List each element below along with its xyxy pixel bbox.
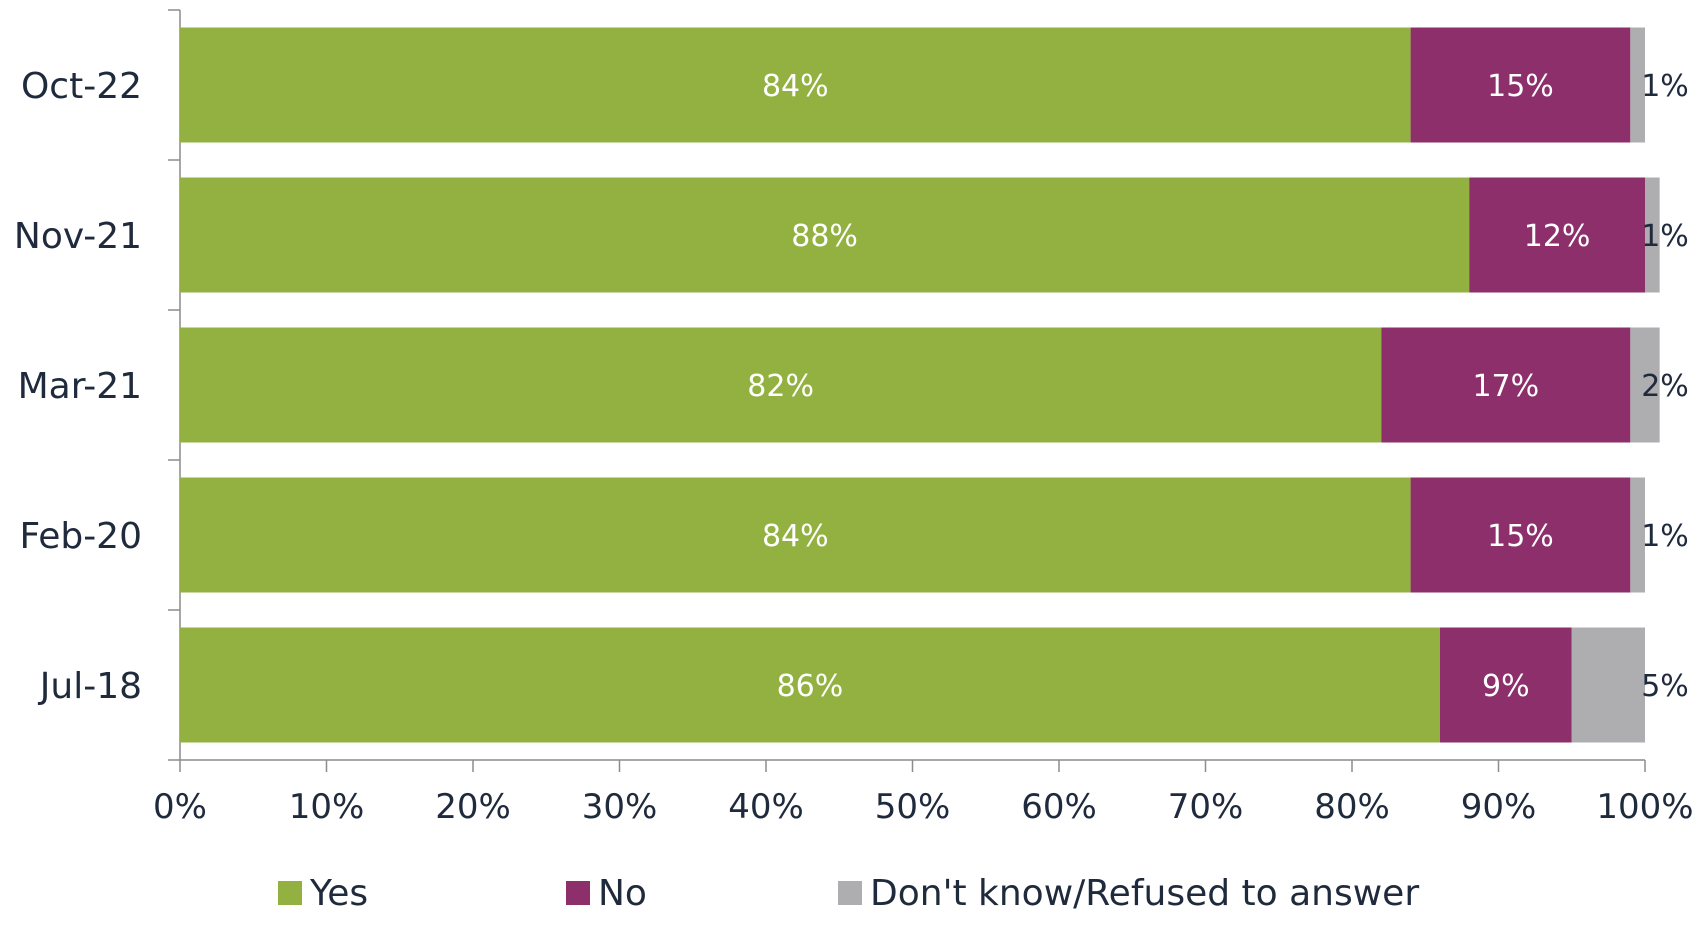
legend-swatch bbox=[838, 881, 862, 905]
data-label: 12% bbox=[1524, 219, 1591, 254]
data-label: 84% bbox=[762, 69, 829, 104]
legend-label: No bbox=[598, 873, 647, 914]
bar-segment bbox=[1630, 327, 1660, 443]
data-label: 86% bbox=[777, 669, 844, 704]
bar-segment bbox=[1439, 627, 1572, 743]
bar-segment bbox=[180, 627, 1440, 743]
bar-segment bbox=[1630, 477, 1645, 593]
data-label: 1% bbox=[1641, 219, 1689, 254]
legend-label: Yes bbox=[309, 873, 368, 914]
x-tick-label: 40% bbox=[728, 787, 804, 827]
data-label: 2% bbox=[1641, 369, 1689, 404]
x-tick-label: 60% bbox=[1021, 787, 1097, 827]
bar-segment bbox=[1469, 177, 1645, 293]
bar-segment bbox=[1630, 27, 1645, 143]
chart-labels: Oct-22 84% 15% 1% Nov-21 88% 12% 1% Mar-21 82% 17%… bbox=[14, 66, 1689, 707]
category-label: Nov-21 bbox=[14, 216, 142, 257]
data-label: 1% bbox=[1641, 519, 1689, 554]
x-tick-label: 70% bbox=[1168, 787, 1244, 827]
chart-legend: Yes No Don't know/Refused to answer bbox=[278, 873, 1419, 914]
bar-segment bbox=[1410, 27, 1631, 143]
legend-swatch bbox=[278, 881, 302, 905]
data-label: 15% bbox=[1487, 519, 1554, 554]
bar-segment bbox=[1645, 177, 1660, 293]
category-label: Mar-21 bbox=[18, 366, 142, 407]
category-label: Jul-18 bbox=[38, 666, 142, 707]
x-tick-label: 80% bbox=[1314, 787, 1390, 827]
x-tick-label: 10% bbox=[289, 787, 365, 827]
data-label: 82% bbox=[747, 369, 814, 404]
data-label: 9% bbox=[1482, 669, 1530, 704]
bar-segment bbox=[180, 27, 1411, 143]
data-label: 17% bbox=[1472, 369, 1539, 404]
data-label: 15% bbox=[1487, 69, 1554, 104]
data-label: 5% bbox=[1641, 669, 1689, 704]
bar-segment bbox=[180, 477, 1411, 593]
x-tick-label: 90% bbox=[1461, 787, 1537, 827]
x-tick-label: 30% bbox=[582, 787, 658, 827]
bar-segment bbox=[180, 327, 1382, 443]
x-tick-label: 100% bbox=[1596, 787, 1693, 827]
data-label: 1% bbox=[1641, 69, 1689, 104]
chart-bars bbox=[180, 27, 1660, 743]
category-label: Oct-22 bbox=[21, 66, 142, 107]
legend-label: Don't know/Refused to answer bbox=[870, 873, 1419, 914]
category-label: Feb-20 bbox=[19, 516, 142, 557]
bar-segment bbox=[180, 177, 1470, 293]
chart-axes: 0% 10% 20% 30% 40% 50% 60% 70% 80% 90% 100% bbox=[153, 9, 1694, 827]
data-label: 88% bbox=[791, 219, 858, 254]
legend-swatch bbox=[566, 881, 590, 905]
bar-segment bbox=[1571, 627, 1645, 743]
x-tick-label: 50% bbox=[875, 787, 951, 827]
bar-segment bbox=[1381, 327, 1631, 443]
x-tick-label: 0% bbox=[153, 787, 207, 827]
bar-segment bbox=[1410, 477, 1631, 593]
data-label: 84% bbox=[762, 519, 829, 554]
x-tick-label: 20% bbox=[435, 787, 511, 827]
